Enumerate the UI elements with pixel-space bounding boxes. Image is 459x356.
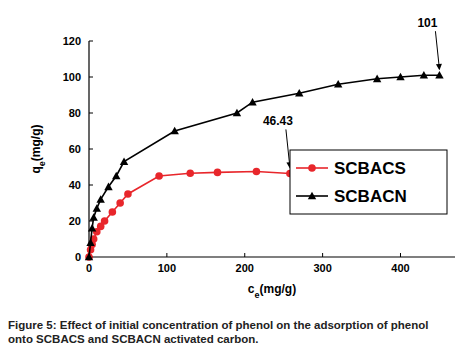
annotation-arrowhead xyxy=(436,64,442,70)
data-point xyxy=(186,170,194,178)
data-point xyxy=(104,183,112,191)
data-point xyxy=(109,208,117,216)
data-point xyxy=(112,172,120,180)
y-tick-label: 120 xyxy=(63,35,81,47)
legend-marker xyxy=(308,192,316,200)
x-tick-label: 100 xyxy=(158,262,176,274)
data-point xyxy=(120,157,128,165)
data-point xyxy=(85,253,93,261)
caption: Figure 5: Effect of initial concentratio… xyxy=(8,318,448,346)
data-point xyxy=(124,190,132,198)
data-point xyxy=(420,71,428,79)
y-tick-label: 100 xyxy=(63,71,81,83)
data-point xyxy=(96,195,104,203)
y-tick-label: 80 xyxy=(69,107,81,119)
x-tick-label: 300 xyxy=(313,262,331,274)
series-line xyxy=(89,75,439,257)
y-tick-label: 20 xyxy=(69,215,81,227)
data-point xyxy=(214,169,222,177)
y-tick-label: 0 xyxy=(75,251,81,263)
x-tick xyxy=(244,253,245,257)
x-tick-label: 200 xyxy=(236,262,254,274)
annotation-arrow xyxy=(435,31,439,69)
data-point xyxy=(155,172,163,180)
y-axis-label: qe(mg/g) xyxy=(29,124,47,173)
data-point xyxy=(248,98,256,106)
x-tick xyxy=(400,253,401,257)
y-tick xyxy=(89,185,93,186)
data-point xyxy=(86,238,94,246)
data-point xyxy=(373,75,381,83)
legend-box xyxy=(290,150,447,214)
y-tick-label: 60 xyxy=(69,143,81,155)
data-point xyxy=(233,109,241,117)
data-point xyxy=(170,127,178,135)
data-point xyxy=(295,89,303,97)
data-point xyxy=(85,253,93,261)
plot-area xyxy=(85,71,444,261)
data-point xyxy=(435,71,443,79)
data-point xyxy=(101,217,109,225)
data-point xyxy=(88,224,96,232)
y-tick xyxy=(89,113,93,114)
y-tick xyxy=(89,77,93,78)
y-tick xyxy=(89,149,93,150)
annotation: 101 xyxy=(417,16,437,30)
y-tick-label: 40 xyxy=(69,179,81,191)
y-tick xyxy=(89,41,93,42)
legend-marker xyxy=(308,164,316,172)
data-point xyxy=(93,204,101,212)
data-point xyxy=(89,213,97,221)
x-tick-label: 0 xyxy=(86,262,92,274)
annotation: 46.43 xyxy=(263,114,293,128)
x-tick xyxy=(166,253,167,257)
data-point xyxy=(396,73,404,81)
x-axis-label: ce(mg/g) xyxy=(248,282,296,300)
series-line xyxy=(89,172,290,258)
data-point xyxy=(116,199,124,207)
annotation-arrow xyxy=(286,129,290,167)
legend-label: SCBACN xyxy=(334,187,407,206)
x-tick xyxy=(322,253,323,257)
data-point xyxy=(334,80,342,88)
x-tick-label: 400 xyxy=(391,262,409,274)
legend-label: SCBACS xyxy=(334,159,406,178)
data-point xyxy=(253,168,261,176)
